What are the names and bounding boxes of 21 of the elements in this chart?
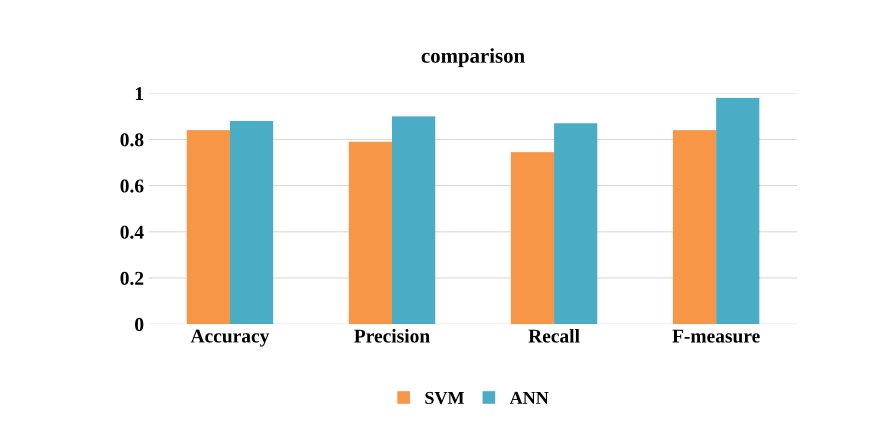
y-tick-label: 0.4 [120, 226, 144, 239]
x-tick-label: F-measure [672, 330, 760, 343]
y-tick-label: 0.2 [120, 272, 144, 285]
chart-title: comparison [422, 48, 525, 68]
bar [392, 116, 436, 324]
x-tick-label: Precision [354, 328, 430, 343]
y-tick-label: 0 [135, 318, 144, 332]
x-tick-label: Recall [528, 328, 580, 343]
bar [230, 120, 274, 324]
bar [554, 123, 598, 324]
bar [672, 130, 716, 324]
bar [510, 152, 554, 324]
y-tick-label: 0.6 [120, 179, 144, 193]
legend-label: SVM [425, 392, 464, 404]
y-tick-label: 0.8 [120, 133, 144, 146]
x-tick-label: Accuracy [190, 330, 270, 347]
bar [348, 142, 392, 324]
y-tick-label: 1 [136, 87, 144, 100]
legend-label: ANN [510, 392, 549, 404]
bar [186, 130, 230, 324]
bar [716, 98, 760, 324]
